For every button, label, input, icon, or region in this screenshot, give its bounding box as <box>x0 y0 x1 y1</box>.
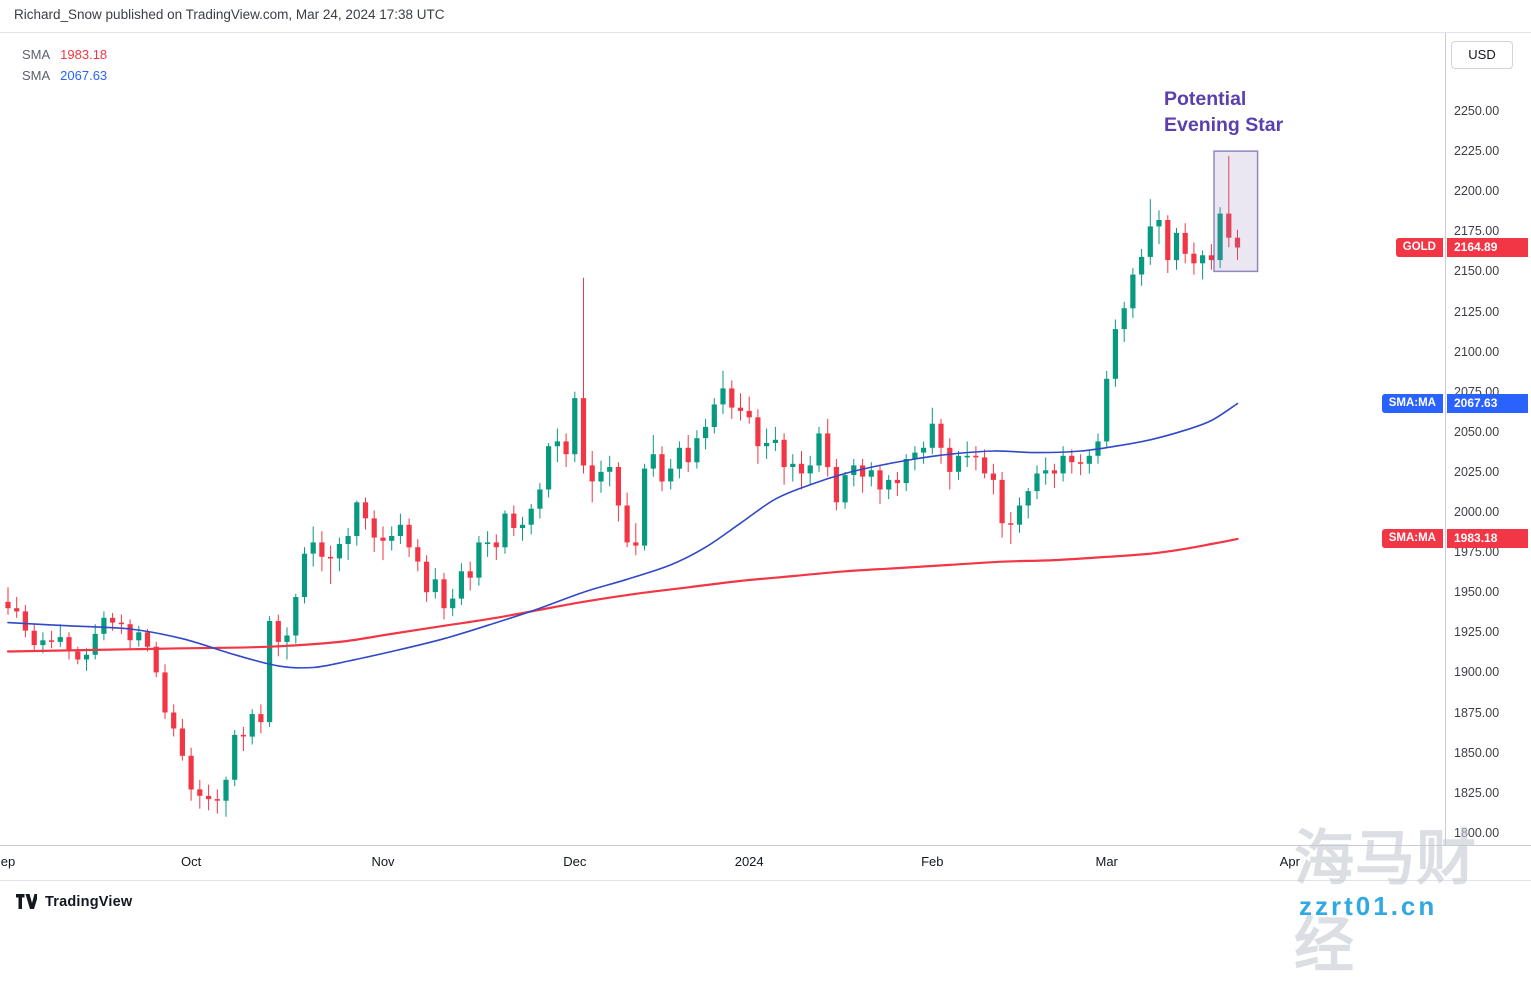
price-tick-label: 1900.00 <box>1454 665 1500 680</box>
annotation-line1: Potential <box>1164 88 1247 110</box>
footer-bar: TradingView <box>0 880 1531 922</box>
tradingview-brand[interactable]: TradingView <box>45 893 133 910</box>
price-tick-label: 1925.00 <box>1454 625 1500 640</box>
time-axis-label: Mar <box>1095 854 1118 869</box>
time-axis-label: Feb <box>921 854 944 869</box>
publish-header: Richard_Snow published on TradingView.co… <box>0 0 1531 33</box>
price-tick-label: 2050.00 <box>1454 424 1500 439</box>
chart-region[interactable]: SMA 1983.18 SMA 2067.63 Potential Evenin… <box>0 33 1445 845</box>
sma-line <box>6 537 1239 653</box>
publish-line: Richard_Snow published on TradingView.co… <box>14 7 445 22</box>
price-tick-label: 2225.00 <box>1454 144 1500 159</box>
price-tick-label: 2100.00 <box>1454 344 1500 359</box>
price-tick-label: 1825.00 <box>1454 785 1500 800</box>
price-tick-label: 1875.00 <box>1454 705 1500 720</box>
price-tick-label: 1800.00 <box>1454 825 1500 840</box>
annotation-line2: Evening Star <box>1164 114 1284 136</box>
time-axis-label: Nov <box>371 854 395 869</box>
sma-legend-row[interactable]: SMA 2067.63 <box>22 65 107 86</box>
price-tick-label: 1950.00 <box>1454 585 1500 600</box>
price-tick-label: 2125.00 <box>1454 304 1500 319</box>
time-axis-label: ep <box>0 854 16 869</box>
price-tick-label: 2075.00 <box>1454 384 1500 399</box>
sma-fast-label: SMA <box>22 68 51 83</box>
price-tick-label: 2250.00 <box>1454 104 1500 118</box>
price-tick-label: 2000.00 <box>1454 505 1500 519</box>
price-tick-label: 2150.00 <box>1454 264 1500 279</box>
candles-group <box>5 155 1241 817</box>
sma-slow-value: 1983.18 <box>60 47 108 62</box>
currency-toggle-button[interactable]: USD <box>1451 41 1513 69</box>
time-axis-label: 2024 <box>734 854 764 869</box>
sma-legend-row[interactable]: SMA 1983.18 <box>22 44 107 65</box>
price-tick-label: 2025.00 <box>1454 464 1500 479</box>
tradingview-logo-icon[interactable] <box>16 893 37 910</box>
time-axis-label: Apr <box>1279 854 1300 869</box>
indicator-legend[interactable]: SMA 1983.18 SMA 2067.63 <box>22 44 107 86</box>
evening-star-annotation[interactable]: Potential Evening Star <box>1164 86 1283 138</box>
price-axis[interactable]: USD 2250.00 2225.00 2200.00 2175.00 2150.00 2… <box>1445 33 1531 845</box>
time-axis[interactable]: ep Oct Nov Dec 2024 Feb Mar Apr <box>0 845 1531 880</box>
price-tick-label: 2175.00 <box>1454 224 1500 239</box>
price-tick-label: 1975.00 <box>1454 545 1500 560</box>
price-tick-label: 1850.00 <box>1454 745 1500 760</box>
time-axis-label: Oct <box>180 854 202 869</box>
evening-star-highlight-box <box>1213 150 1259 273</box>
candlestick-chart[interactable] <box>0 33 1445 845</box>
price-tick-label: 2200.00 <box>1454 184 1500 199</box>
sma-line <box>7 402 1239 669</box>
sma-fast-value: 2067.63 <box>60 68 108 83</box>
time-axis-label: Dec <box>563 854 587 869</box>
sma-slow-label: SMA <box>22 47 51 62</box>
